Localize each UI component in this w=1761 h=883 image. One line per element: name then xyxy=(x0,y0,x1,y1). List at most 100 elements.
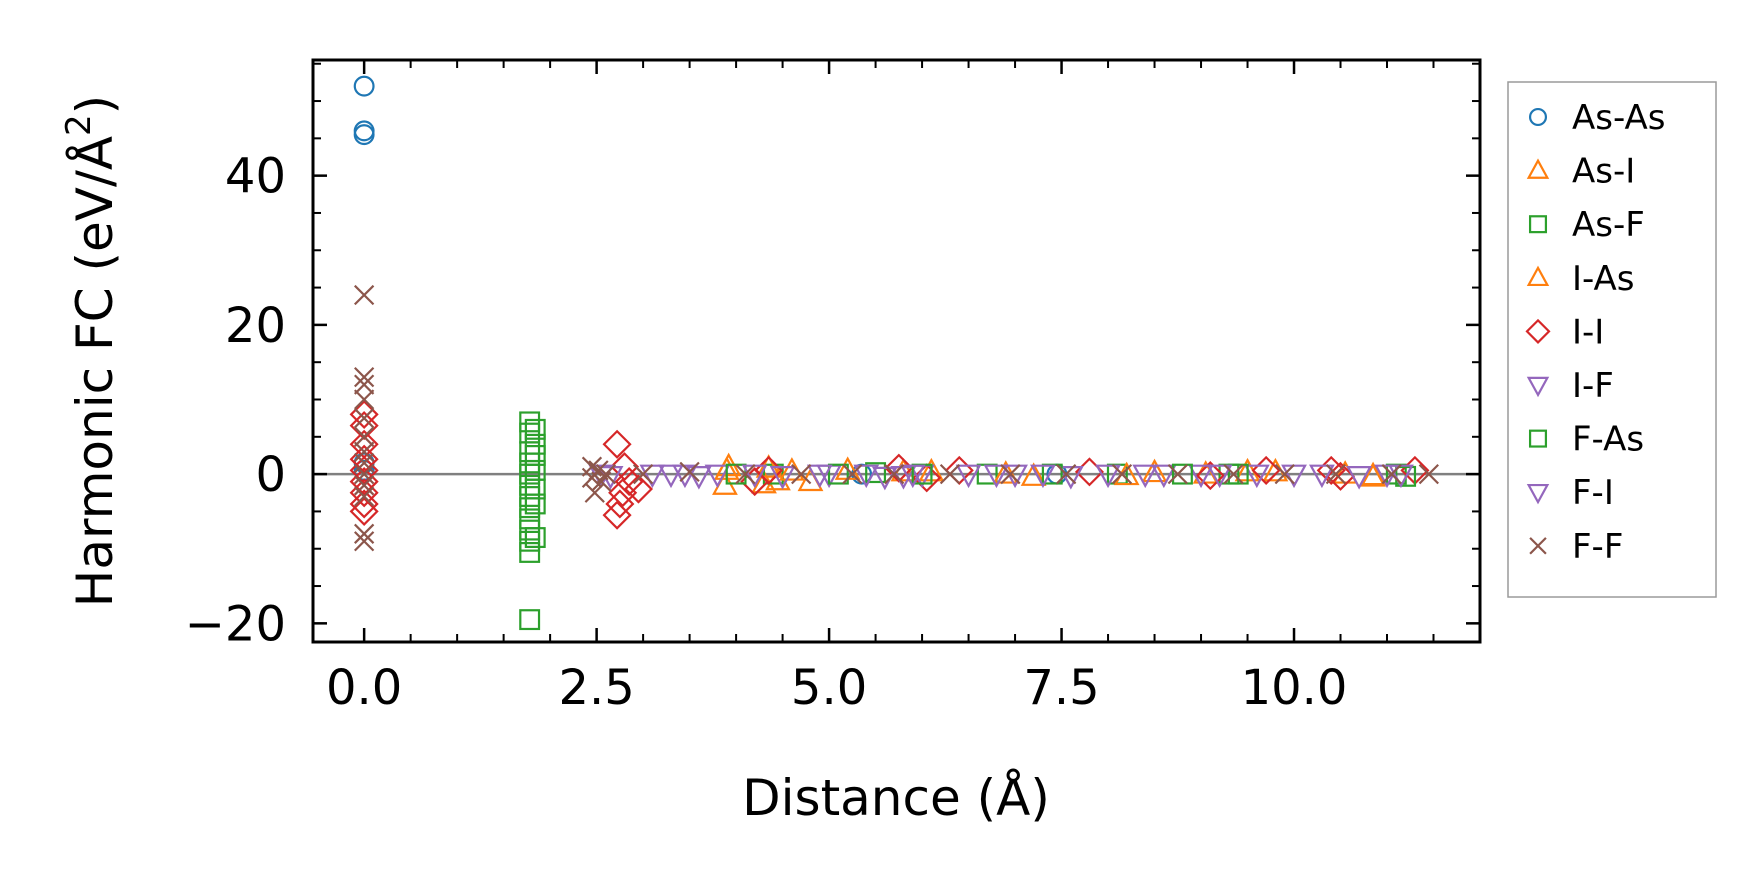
data-point xyxy=(1167,463,1188,485)
data-point xyxy=(354,426,375,447)
data-point xyxy=(1325,461,1356,491)
data-point xyxy=(524,445,546,466)
data-point xyxy=(1057,466,1084,490)
data-point xyxy=(602,429,632,459)
y-tick-label: 20 xyxy=(225,298,286,354)
data-point xyxy=(1243,464,1270,489)
data-point xyxy=(1188,464,1214,489)
data-point xyxy=(1141,458,1168,483)
data-point xyxy=(524,433,546,455)
data-point xyxy=(354,408,375,429)
data-point xyxy=(1056,463,1077,485)
data-point xyxy=(842,463,863,485)
data-point xyxy=(519,486,541,507)
data-point xyxy=(791,463,812,485)
data-point xyxy=(853,464,880,489)
data-point xyxy=(1227,463,1249,485)
data-point xyxy=(349,496,379,526)
data-point xyxy=(1111,463,1133,485)
legend-marker-i-i xyxy=(1525,318,1551,344)
legend-marker-as-f xyxy=(1528,215,1548,234)
y-tick-label: −20 xyxy=(185,596,286,652)
data-point xyxy=(1000,463,1021,485)
data-point xyxy=(955,464,982,489)
legend-marker-i-as xyxy=(1526,265,1550,287)
legend-label-i-as: I-As xyxy=(1572,259,1635,299)
y-axis-label-superscript: 2 xyxy=(59,114,99,136)
data-point xyxy=(595,463,617,485)
data-point xyxy=(354,523,375,544)
data-point xyxy=(609,452,640,482)
data-point xyxy=(519,542,541,563)
y-tick-label: 40 xyxy=(225,149,286,205)
y-axis-label-main: Harmonic FC (eV/Å xyxy=(66,136,124,607)
y-axis-label-close: ) xyxy=(66,95,124,115)
data-point xyxy=(584,482,605,503)
legend-marker-f-as xyxy=(1528,429,1548,448)
data-point xyxy=(769,466,796,490)
data-point xyxy=(349,411,379,441)
data-point xyxy=(1418,463,1439,485)
data-point xyxy=(354,366,375,388)
data-point xyxy=(1223,463,1244,485)
legend-label-i-i: I-I xyxy=(1572,312,1604,352)
legend-marker-f-f xyxy=(1529,537,1547,555)
data-point xyxy=(354,389,375,410)
data-point xyxy=(704,464,731,489)
x-tick-label: 2.5 xyxy=(558,660,634,716)
legend: As-As As-I As-F I-As I-I I-F F-As F-I F-F xyxy=(1507,81,1717,598)
legend-label-as-as: As-As xyxy=(1572,98,1665,138)
data-point xyxy=(1150,464,1177,489)
data-point xyxy=(827,463,849,485)
x-tick-label: 0.0 xyxy=(326,660,402,716)
legend-label-f-as: F-As xyxy=(1572,420,1644,460)
data-point xyxy=(939,463,961,485)
x-axis-label: Distance (Å) xyxy=(742,769,1050,827)
data-point xyxy=(354,284,375,306)
data-point xyxy=(524,418,546,440)
data-point xyxy=(353,75,375,97)
data-point xyxy=(672,464,698,489)
data-point xyxy=(524,493,546,515)
legend-label-f-i: F-I xyxy=(1572,473,1614,513)
data-point xyxy=(353,124,375,146)
data-point xyxy=(608,478,638,508)
data-point xyxy=(519,609,541,631)
legend-marker-i-f xyxy=(1526,376,1550,398)
data-point xyxy=(524,459,546,481)
data-point xyxy=(912,463,942,493)
data-point xyxy=(884,463,905,485)
data-point xyxy=(1309,464,1335,489)
legend-marker-as-as xyxy=(1528,107,1548,127)
legend-marker-as-i xyxy=(1526,158,1550,179)
x-tick-label: 7.5 xyxy=(1023,660,1099,716)
data-point xyxy=(806,464,833,489)
data-point xyxy=(865,462,887,484)
data-point xyxy=(658,464,684,489)
data-point xyxy=(1346,466,1373,490)
data-point xyxy=(735,463,756,485)
legend-label-as-f: As-F xyxy=(1572,205,1645,245)
data-point xyxy=(524,527,546,548)
data-point xyxy=(632,463,654,485)
data-point xyxy=(623,474,654,504)
data-point xyxy=(679,461,700,483)
tick-labels: 0.0 2.5 5.0 7.5 10.0 −20 0 20 40 xyxy=(185,149,1348,716)
x-tick-label: 10.0 xyxy=(1241,660,1348,716)
data-point xyxy=(519,411,541,433)
data-point xyxy=(1206,464,1233,489)
data-point xyxy=(1020,462,1047,486)
x-tick-label: 5.0 xyxy=(791,660,867,716)
data-point xyxy=(983,464,1010,489)
data-points xyxy=(349,75,1439,631)
data-point xyxy=(1360,463,1386,487)
data-point xyxy=(519,530,541,552)
data-point xyxy=(354,486,375,507)
data-point xyxy=(354,531,375,552)
data-point xyxy=(1171,463,1193,485)
data-point xyxy=(1095,464,1121,489)
data-point xyxy=(685,466,712,490)
data-point xyxy=(1274,463,1295,485)
